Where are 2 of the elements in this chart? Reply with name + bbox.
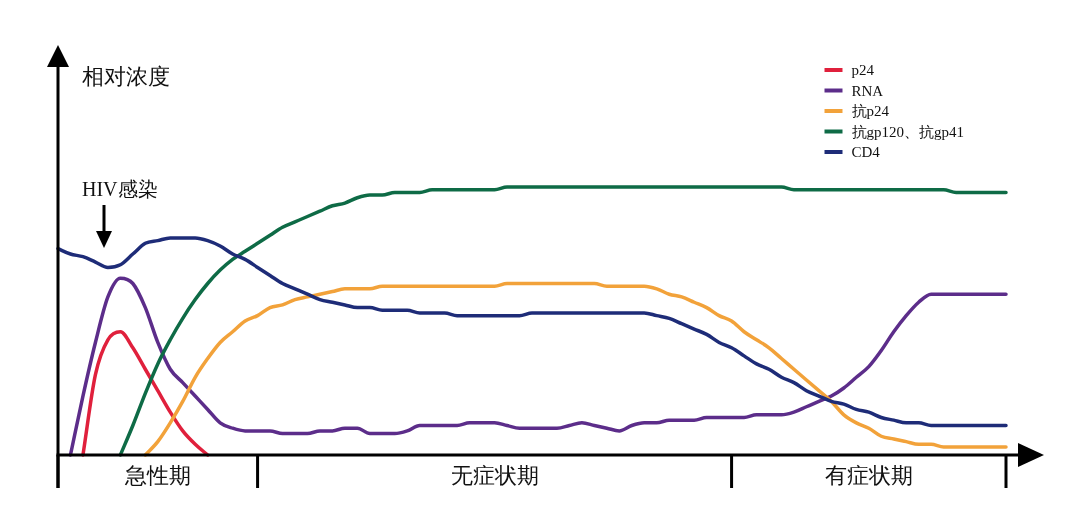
annotation: HIV感染 xyxy=(82,178,158,200)
ylabel: 相对浓度 xyxy=(82,64,170,89)
